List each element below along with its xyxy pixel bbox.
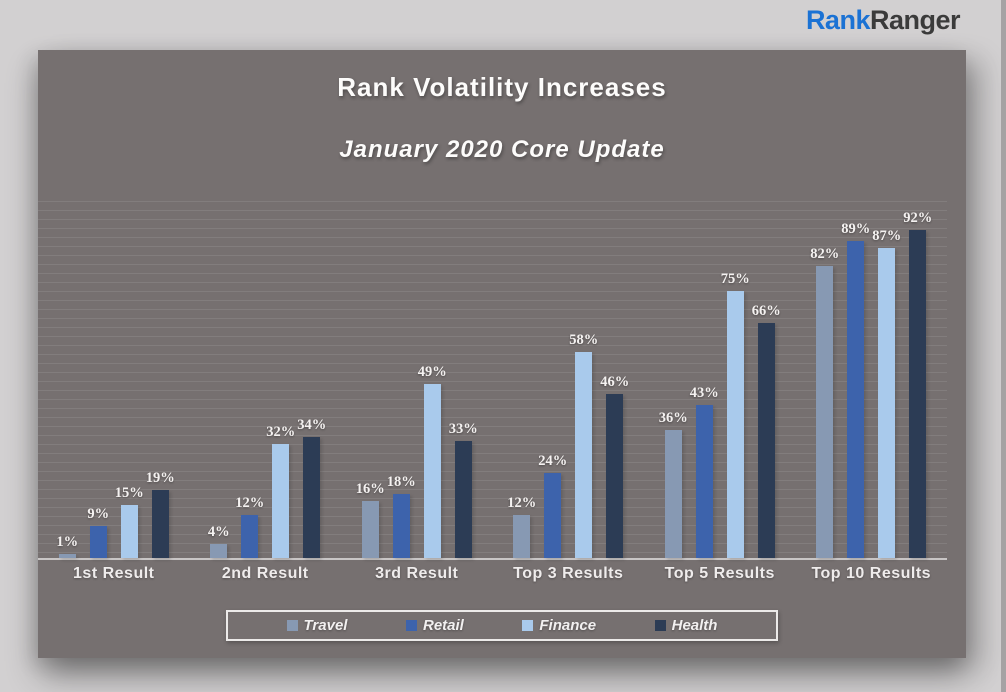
bar-value-label: 15% bbox=[114, 484, 144, 501]
bar-travel: 16% bbox=[356, 481, 385, 558]
bar-travel: 4% bbox=[208, 524, 230, 558]
legend-swatch-health bbox=[654, 620, 666, 631]
bar-health: 19% bbox=[146, 470, 175, 558]
bar-finance: 75% bbox=[721, 271, 750, 558]
bar-value-label: 46% bbox=[600, 374, 630, 391]
bar-value-label: 82% bbox=[810, 246, 840, 263]
bar-health: 33% bbox=[449, 421, 478, 558]
logo-rank-text: Rank bbox=[805, 5, 871, 35]
bar-value-label: 49% bbox=[417, 363, 447, 380]
legend-label: Travel bbox=[303, 617, 348, 634]
bar-finance: 87% bbox=[872, 228, 901, 558]
bar-finance: 15% bbox=[115, 485, 144, 558]
bar-travel: 36% bbox=[659, 410, 688, 558]
bar-retail: 9% bbox=[87, 506, 109, 558]
bar-value-label: 9% bbox=[87, 505, 110, 522]
bar-travel: 82% bbox=[810, 246, 839, 558]
bar-retail: 12% bbox=[235, 495, 264, 558]
legend-label: Finance bbox=[539, 617, 597, 634]
bar-retail: 43% bbox=[690, 385, 719, 558]
bar-retail: 18% bbox=[387, 474, 416, 558]
bar-value-label: 12% bbox=[235, 495, 265, 512]
bar-value-label: 24% bbox=[538, 452, 568, 469]
legend-swatch-retail bbox=[406, 620, 417, 631]
bar-retail: 89% bbox=[841, 221, 870, 558]
bar-retail: 24% bbox=[538, 453, 567, 558]
legend-swatch-travel bbox=[286, 620, 298, 631]
bar-group: 4% 12% 32% 34% bbox=[190, 201, 342, 558]
bar-finance: 58% bbox=[569, 332, 598, 558]
bar-group: 82% 89% 87% 92% bbox=[796, 201, 948, 558]
legend-label: Health bbox=[671, 617, 718, 634]
bar-value-label: 58% bbox=[569, 331, 599, 348]
bar-value-label: 16% bbox=[355, 481, 385, 498]
bar-value-label: 43% bbox=[689, 384, 719, 401]
bar-value-label: 75% bbox=[720, 271, 750, 287]
category-label: 3rd Result bbox=[375, 565, 459, 582]
bar-health: 92% bbox=[903, 210, 932, 558]
bar-value-label: 19% bbox=[145, 470, 175, 487]
chart-title: Rank Volatility Increases bbox=[337, 72, 667, 102]
screen-right-edge bbox=[1001, 0, 1006, 692]
bar-value-label: 36% bbox=[658, 409, 688, 426]
legend-item-travel: Travel bbox=[286, 617, 348, 634]
legend-label: Retail bbox=[423, 617, 464, 634]
bar-group: 36% 43% 75% 66% bbox=[644, 201, 796, 558]
bar-value-label: 89% bbox=[841, 221, 871, 238]
bar-finance: 32% bbox=[266, 424, 295, 558]
bar-value-label: 34% bbox=[297, 416, 327, 433]
category-label: 2nd Result bbox=[221, 565, 309, 582]
category-label: Top 3 Results bbox=[513, 565, 624, 582]
bar-value-label: 18% bbox=[386, 473, 416, 490]
plot-area: 1% 9% 15% 19% 4% 12% 32% 34% 16% 18% 49% 33% 12% 24% 5… bbox=[38, 201, 947, 560]
legend-items: Travel Retail Finance Health bbox=[228, 617, 776, 634]
bar-health: 66% bbox=[752, 303, 781, 558]
bar-travel: 12% bbox=[507, 495, 536, 558]
bar-group: 16% 18% 49% 33% bbox=[341, 201, 493, 558]
bar-health: 46% bbox=[600, 374, 629, 558]
bar-value-label: 66% bbox=[751, 303, 781, 320]
legend-item-health: Health bbox=[654, 617, 718, 634]
bar-finance: 49% bbox=[418, 364, 447, 558]
bar-value-label: 1% bbox=[56, 534, 79, 551]
bar-value-label: 92% bbox=[903, 210, 933, 227]
bar-value-label: 4% bbox=[207, 523, 230, 540]
bar-value-label: 33% bbox=[448, 420, 478, 437]
chart-legend: Travel Retail Finance Health bbox=[226, 610, 778, 641]
bar-travel: 1% bbox=[56, 534, 78, 558]
chart-subtitle: January 2020 Core Update bbox=[339, 136, 665, 163]
bar-value-label: 87% bbox=[872, 228, 902, 245]
legend-swatch-finance bbox=[522, 620, 534, 631]
category-label: 1st Result bbox=[73, 565, 155, 582]
legend-item-finance: Finance bbox=[522, 617, 596, 634]
legend-item-retail: Retail bbox=[406, 617, 464, 634]
bar-value-label: 32% bbox=[266, 424, 296, 441]
plot-groups: 1% 9% 15% 19% 4% 12% 32% 34% 16% 18% 49% 33% 12% 24% 5… bbox=[38, 201, 947, 558]
bar-group: 12% 24% 58% 46% bbox=[493, 201, 645, 558]
bar-health: 34% bbox=[297, 417, 326, 558]
logo-ranger-text: Ranger bbox=[869, 5, 961, 35]
rankranger-logo[interactable]: RankRanger bbox=[805, 5, 961, 36]
category-label: Top 5 Results bbox=[664, 565, 775, 582]
chart-panel: Rank Volatility Increases January 2020 C… bbox=[38, 50, 966, 658]
bar-group: 1% 9% 15% 19% bbox=[38, 201, 190, 558]
category-label: Top 10 Results bbox=[811, 565, 932, 582]
category-labels: 1st Result 2nd Result 3rd Result Top 3 Resu… bbox=[38, 565, 947, 583]
bar-value-label: 12% bbox=[507, 495, 537, 512]
